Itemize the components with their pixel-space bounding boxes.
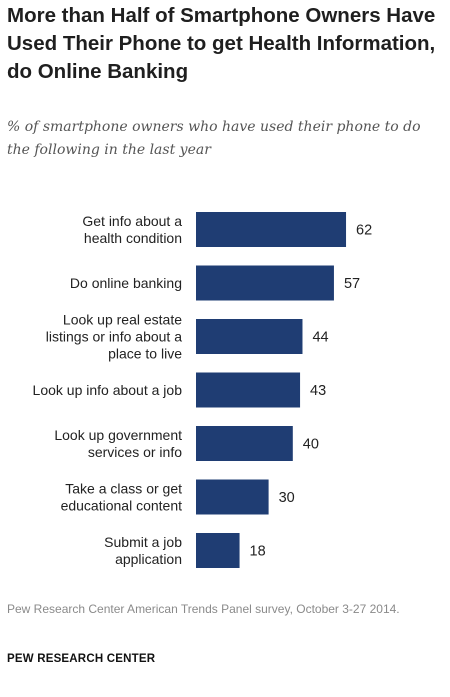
bar-value-label: 18 xyxy=(250,544,266,560)
category-label-line: health condition xyxy=(84,230,182,246)
category-label-line: Do online banking xyxy=(70,275,182,291)
category-label: Take a class or get educational content xyxy=(61,481,183,514)
bar xyxy=(196,426,293,461)
bar-value-label: 30 xyxy=(279,490,295,506)
chart-title: More than Half of Smartphone Owners Have… xyxy=(7,4,436,83)
category-label: Look up government services or info xyxy=(54,427,182,460)
bar xyxy=(196,265,334,301)
bar-value-label: 62 xyxy=(356,223,372,239)
bar-chart: 62 Get info about a health condition 57 Do o… xyxy=(33,212,372,568)
bar xyxy=(196,479,269,515)
bar-value-label: 43 xyxy=(310,383,326,399)
category-label-line: services or info xyxy=(88,444,182,460)
category-label: Do online banking xyxy=(70,275,182,291)
category-label: Look up info about a job xyxy=(33,382,183,398)
chart-subtitle: % of smartphone owners who have used the… xyxy=(7,119,421,158)
bar-value-label: 44 xyxy=(312,330,328,346)
category-label-line: Take a class or get xyxy=(65,481,182,497)
bar xyxy=(196,372,301,408)
bar xyxy=(196,319,303,354)
category-label-line: listings or info about a xyxy=(46,329,182,345)
category-label-line: application xyxy=(115,551,182,567)
category-label-line: place to live xyxy=(108,346,182,362)
category-label-line: Look up government xyxy=(54,427,182,443)
category-label: Look up real estate listings or info abou… xyxy=(46,312,182,362)
category-label-line: Submit a job xyxy=(104,534,182,550)
category-label-line: Get info about a xyxy=(82,213,182,229)
bar-value-label: 40 xyxy=(303,437,319,453)
bar xyxy=(196,212,347,247)
category-label: Submit a job application xyxy=(104,534,182,567)
source-note: Pew Research Center American Trends Pane… xyxy=(7,602,400,616)
category-label: Get info about a health condition xyxy=(82,213,182,246)
bar xyxy=(196,533,240,568)
category-label-line: Look up info about a job xyxy=(33,382,183,398)
category-label-line: educational content xyxy=(61,498,183,514)
category-label-line: Look up real estate xyxy=(63,312,182,328)
organization-name: PEW RESEARCH CENTER xyxy=(7,653,156,665)
bar-value-label: 57 xyxy=(344,276,360,292)
